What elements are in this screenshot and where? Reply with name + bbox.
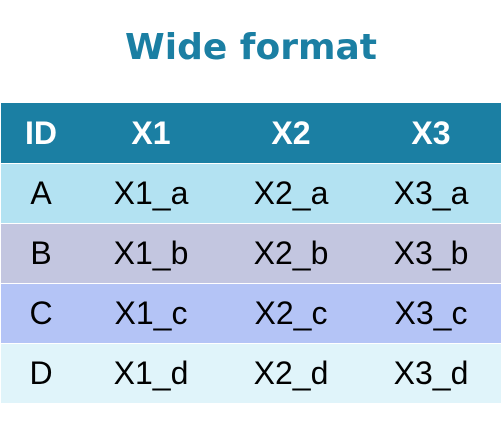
table-cell: X1_d (113, 355, 189, 391)
table-cell: X2_a (253, 175, 329, 211)
table-cell: X2_d (253, 355, 329, 391)
table-header-row: ID X1 X2 X3 (1, 103, 501, 164)
table-cell: X3_a (393, 175, 469, 211)
table-cell: B (30, 235, 52, 271)
table-row: A X1_a X2_a X3_a (1, 164, 501, 224)
table-cell: X1_b (113, 235, 189, 271)
table-cell: X3_c (394, 295, 468, 331)
table-row: C X1_c X2_c X3_c (1, 284, 501, 344)
header-cell-x3: X3 (411, 114, 451, 151)
table-cell: A (30, 175, 52, 211)
table-cell: X3_b (393, 235, 469, 271)
table-cell: D (29, 355, 53, 391)
table-cell: X2_b (253, 235, 329, 271)
header-cell-id: ID (25, 114, 57, 151)
table-row: B X1_b X2_b X3_b (1, 224, 501, 284)
header-cell-x1: X1 (131, 114, 171, 151)
diagram-title: Wide format (125, 27, 377, 68)
table-cell: X1_a (113, 175, 189, 211)
table-cell: X1_c (114, 295, 188, 331)
table-row: D X1_d X2_d X3_d (1, 344, 501, 404)
wide-format-table: ID X1 X2 X3 A X1_a X2_a X3_a B X1_b X2_b… (1, 103, 501, 404)
table-cell: X3_d (393, 355, 469, 391)
header-cell-x2: X2 (271, 114, 311, 151)
table-cell: C (29, 295, 53, 331)
table-cell: X2_c (254, 295, 328, 331)
